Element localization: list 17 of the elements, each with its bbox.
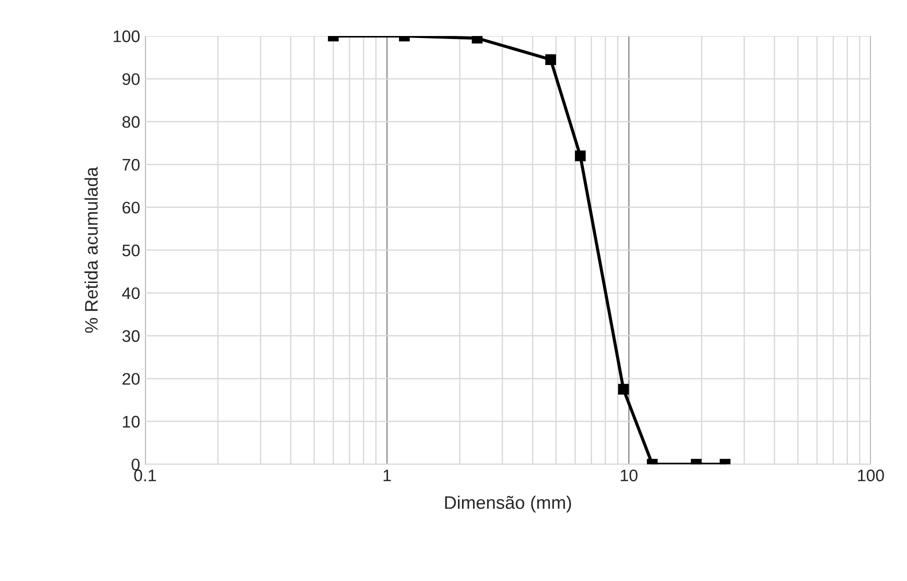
y-axis-title: % Retida acumulada [84,166,98,333]
y-tick-label: 80 [122,116,140,128]
y-tick-label: 50 [122,244,140,256]
x-tick-label: 10 [620,470,638,482]
x-tick-label: 100 [858,470,884,482]
y-tick-label: 100 [114,30,140,42]
x-axis-title: Dimensão (mm) [445,496,572,513]
y-tick-label: 40 [122,287,140,300]
y-tick-label: 70 [122,158,140,171]
y-tick-label: 20 [122,372,140,385]
y-tick-label: 60 [122,202,140,214]
y-tick-label: 90 [122,73,140,86]
y-tick-label: 30 [122,330,140,342]
x-tick-label: 1 [384,470,391,482]
y-tick-label: 0 [132,458,140,470]
y-tick-label: 10 [122,416,140,428]
x-tick-label: 0.1 [134,470,156,482]
